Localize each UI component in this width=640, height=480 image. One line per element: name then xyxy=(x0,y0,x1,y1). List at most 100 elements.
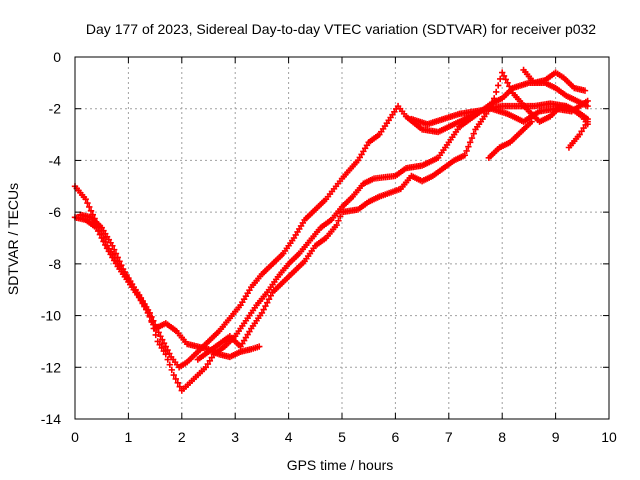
data-point xyxy=(98,234,105,242)
axis-ticks: 0 1 2 3 4 5 6 7 8 9 10 0 -2 -4 -6 -8 -10 -12 -14 xyxy=(41,49,617,445)
data-point xyxy=(256,343,263,350)
data-point xyxy=(465,143,472,150)
data-point xyxy=(206,357,214,365)
data-point xyxy=(584,97,591,105)
data-point xyxy=(466,139,474,146)
data-point xyxy=(494,82,502,89)
x-tick-label: 8 xyxy=(498,429,506,445)
data-point xyxy=(202,364,210,371)
data-point xyxy=(468,134,476,142)
data-point xyxy=(82,196,89,203)
data-point xyxy=(156,341,163,348)
data-point xyxy=(87,207,95,215)
data-point xyxy=(176,383,183,390)
data-point xyxy=(335,217,342,224)
data-point xyxy=(160,339,168,347)
data-point xyxy=(154,338,161,345)
data-point xyxy=(581,87,589,94)
data-point xyxy=(144,309,152,317)
data-point xyxy=(265,295,273,303)
data-point xyxy=(463,147,470,155)
chart-title: Day 177 of 2023, Sidereal Day-to-day VTE… xyxy=(86,21,596,37)
data-points xyxy=(71,66,591,394)
data-point xyxy=(500,72,508,80)
data-point xyxy=(166,361,173,368)
data-point xyxy=(162,343,169,350)
data-point xyxy=(152,331,159,339)
x-tick-label: 0 xyxy=(71,429,79,445)
grid-lines xyxy=(75,57,609,419)
data-point xyxy=(96,231,104,238)
data-point xyxy=(337,213,344,220)
data-point xyxy=(157,333,164,340)
y-tick-label: 0 xyxy=(53,49,61,65)
data-point xyxy=(162,351,169,358)
y-tick-label: -12 xyxy=(41,359,61,375)
data-point xyxy=(150,321,157,328)
data-point xyxy=(166,350,173,357)
x-tick-label: 3 xyxy=(231,429,239,445)
data-point xyxy=(333,221,340,229)
y-tick-label: -8 xyxy=(49,256,62,272)
data-point xyxy=(506,83,513,90)
data-point xyxy=(118,261,125,269)
data-point xyxy=(492,88,500,96)
data-point xyxy=(148,317,155,324)
data-point xyxy=(502,76,509,83)
data-point xyxy=(164,346,171,354)
x-tick-label: 2 xyxy=(178,429,186,445)
data-point xyxy=(112,250,120,257)
data-point xyxy=(109,242,116,249)
data-point xyxy=(461,152,469,159)
data-point xyxy=(94,227,102,235)
x-axis-title: GPS time / hours xyxy=(287,457,394,473)
data-point xyxy=(143,305,150,313)
data-point xyxy=(146,313,153,321)
y-tick-label: -4 xyxy=(49,152,62,168)
data-point xyxy=(160,347,167,355)
x-tick-label: 1 xyxy=(125,429,133,445)
x-tick-label: 7 xyxy=(445,429,453,445)
data-point xyxy=(204,360,212,368)
data-point xyxy=(258,309,266,317)
data-point xyxy=(114,254,121,261)
data-point xyxy=(172,375,179,383)
data-point xyxy=(174,379,181,386)
data-point xyxy=(102,241,109,249)
data-point xyxy=(100,238,107,245)
x-tick-label: 6 xyxy=(392,429,400,445)
data-point xyxy=(264,299,271,306)
x-tick-label: 4 xyxy=(285,429,293,445)
data-point xyxy=(116,258,123,265)
data-point xyxy=(470,130,477,137)
data-point xyxy=(578,128,585,135)
data-point xyxy=(86,203,93,211)
data-point xyxy=(496,75,504,83)
data-point xyxy=(499,69,506,76)
y-tick-label: -6 xyxy=(49,204,62,220)
data-point xyxy=(84,199,91,207)
x-tick-label: 10 xyxy=(601,429,617,445)
y-axis-title: SDTVAR / TECUs xyxy=(5,183,21,295)
data-point xyxy=(582,121,589,129)
data-point xyxy=(164,356,171,363)
data-point xyxy=(267,292,274,299)
data-point xyxy=(168,366,175,374)
data-point xyxy=(260,306,267,313)
data-point xyxy=(159,336,166,343)
data-point xyxy=(141,302,148,309)
data-point xyxy=(528,118,535,125)
y-tick-label: -14 xyxy=(41,411,61,427)
data-point xyxy=(158,344,165,352)
data-point xyxy=(208,354,216,361)
y-tick-label: -10 xyxy=(41,308,61,324)
data-point xyxy=(576,131,583,138)
data-point xyxy=(110,246,118,253)
data-point xyxy=(580,124,587,132)
data-point xyxy=(584,118,591,125)
data-point xyxy=(490,95,498,102)
data-point xyxy=(488,99,496,106)
data-point xyxy=(170,371,177,379)
x-tick-label: 9 xyxy=(552,429,560,445)
